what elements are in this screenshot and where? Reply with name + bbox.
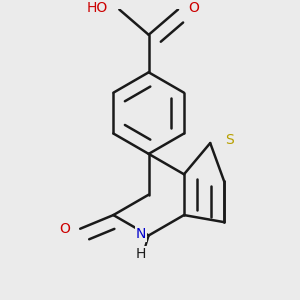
Text: O: O [189, 1, 200, 15]
Text: S: S [225, 134, 233, 147]
Text: N: N [136, 227, 146, 241]
Text: HO: HO [86, 1, 107, 15]
Text: H: H [136, 247, 146, 261]
Text: O: O [59, 222, 70, 236]
